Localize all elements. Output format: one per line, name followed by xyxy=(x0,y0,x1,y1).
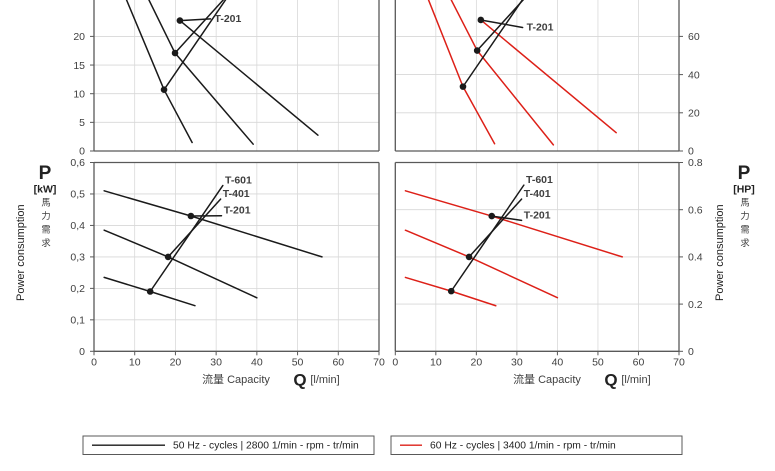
svg-text:T-201: T-201 xyxy=(524,209,551,221)
svg-text:50: 50 xyxy=(592,356,604,368)
svg-text:0,1: 0,1 xyxy=(70,315,85,327)
svg-text:求: 求 xyxy=(41,237,50,248)
svg-text:力: 力 xyxy=(740,210,749,221)
svg-text:0,5: 0,5 xyxy=(70,189,85,201)
svg-text:0: 0 xyxy=(79,146,85,158)
svg-text:0,6: 0,6 xyxy=(70,157,85,169)
svg-text:[kW]: [kW] xyxy=(34,184,57,196)
svg-text:40: 40 xyxy=(552,356,564,368)
svg-text:20: 20 xyxy=(170,356,182,368)
svg-text:20: 20 xyxy=(73,31,85,43)
svg-text:60 Hz - cycles | 3400 1/min -: 60 Hz - cycles | 3400 1/min - rpm - tr/m… xyxy=(430,441,616,452)
svg-text:30: 30 xyxy=(210,356,222,368)
svg-text:力: 力 xyxy=(41,210,50,221)
svg-text:60: 60 xyxy=(633,356,645,368)
svg-text:需: 需 xyxy=(41,225,50,235)
svg-text:T-201: T-201 xyxy=(215,13,242,25)
svg-text:30: 30 xyxy=(511,356,523,368)
svg-text:0: 0 xyxy=(688,146,694,158)
svg-text:馬: 馬 xyxy=(740,198,749,208)
svg-text:50 Hz - cycles | 2800 1/min -: 50 Hz - cycles | 2800 1/min - rpm - tr/m… xyxy=(173,441,359,452)
svg-text:流量 Capacity: 流量 Capacity xyxy=(513,372,581,386)
svg-text:T-601: T-601 xyxy=(526,174,553,186)
svg-text:0.6: 0.6 xyxy=(688,204,703,216)
svg-text:0.2: 0.2 xyxy=(688,299,703,311)
svg-text:T-201: T-201 xyxy=(527,21,554,33)
svg-text:20: 20 xyxy=(688,108,700,120)
svg-text:P: P xyxy=(738,163,751,184)
svg-text:15: 15 xyxy=(73,60,85,72)
svg-text:[l/min]: [l/min] xyxy=(621,374,650,386)
svg-text:0: 0 xyxy=(688,346,694,358)
svg-text:Power consumption: Power consumption xyxy=(15,204,27,301)
svg-text:70: 70 xyxy=(373,356,385,368)
svg-text:T-601: T-601 xyxy=(225,175,252,187)
svg-text:0: 0 xyxy=(91,356,97,368)
svg-text:60: 60 xyxy=(688,31,700,43)
svg-text:5: 5 xyxy=(79,117,85,129)
svg-text:0.4: 0.4 xyxy=(688,252,703,264)
svg-text:T-401: T-401 xyxy=(223,188,250,200)
svg-text:T-401: T-401 xyxy=(524,188,551,200)
svg-text:0.8: 0.8 xyxy=(688,157,703,169)
svg-text:Q: Q xyxy=(293,371,306,390)
svg-text:求: 求 xyxy=(740,237,749,248)
svg-text:流量 Capacity: 流量 Capacity xyxy=(202,372,270,386)
svg-text:Q: Q xyxy=(604,371,617,390)
svg-text:50: 50 xyxy=(292,356,304,368)
svg-text:10: 10 xyxy=(73,88,85,100)
svg-text:0: 0 xyxy=(79,346,85,358)
svg-text:10: 10 xyxy=(430,356,442,368)
svg-text:[HP]: [HP] xyxy=(733,184,755,196)
svg-text:0,3: 0,3 xyxy=(70,252,85,264)
svg-text:P: P xyxy=(39,163,52,184)
svg-text:需: 需 xyxy=(740,225,749,235)
svg-text:10: 10 xyxy=(129,356,141,368)
svg-text:T-201: T-201 xyxy=(224,205,251,217)
svg-text:60: 60 xyxy=(332,356,344,368)
svg-text:20: 20 xyxy=(471,356,483,368)
svg-text:0,4: 0,4 xyxy=(70,220,85,232)
svg-text:馬: 馬 xyxy=(41,198,50,208)
svg-text:40: 40 xyxy=(251,356,263,368)
svg-text:70: 70 xyxy=(673,356,685,368)
svg-text:0: 0 xyxy=(392,356,398,368)
svg-text:[l/min]: [l/min] xyxy=(310,374,339,386)
svg-text:40: 40 xyxy=(688,69,700,81)
svg-text:0,2: 0,2 xyxy=(70,283,85,295)
svg-text:Power consumption: Power consumption xyxy=(714,204,726,301)
